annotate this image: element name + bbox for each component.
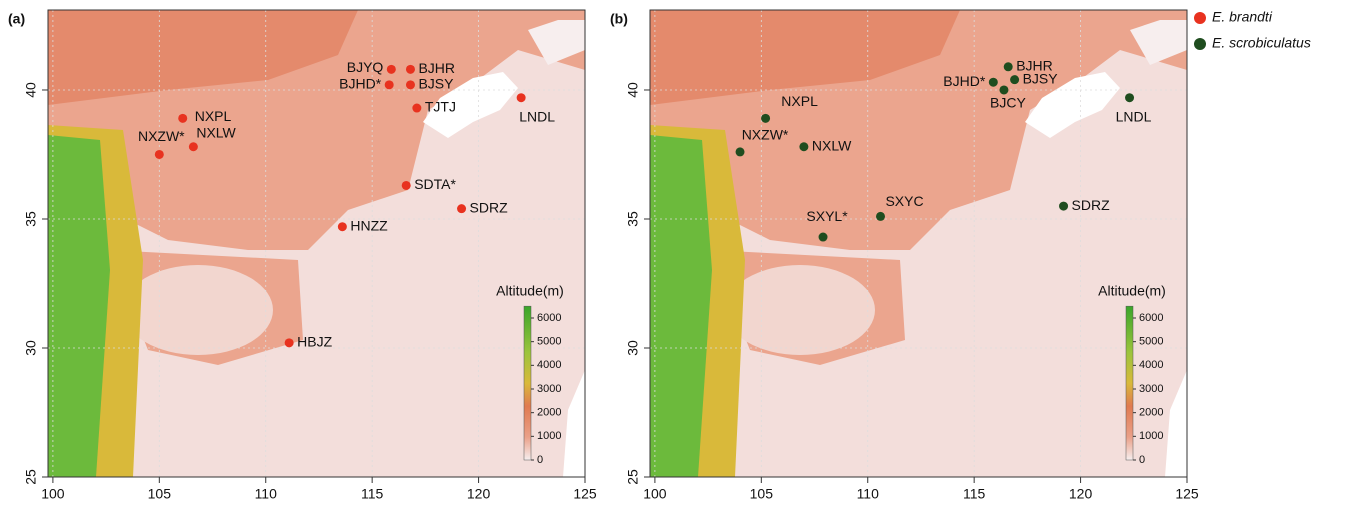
colorbar-tick-label: 2000 — [537, 407, 561, 419]
colorbar-tick-label: 6000 — [1139, 312, 1163, 324]
site-marker — [285, 338, 294, 347]
site-label: BJSY — [1023, 70, 1059, 86]
y-tick-label: 30 — [23, 340, 39, 356]
map-panel — [48, 10, 585, 477]
x-tick-label: 105 — [148, 486, 172, 502]
colorbar — [524, 306, 531, 460]
y-tick-label: 40 — [625, 82, 641, 98]
site-label: NXZW* — [742, 127, 789, 143]
site-label: SDTA* — [414, 176, 456, 192]
site-label: TJTJ — [425, 99, 456, 115]
x-tick-label: 100 — [643, 486, 667, 502]
site-marker — [1125, 93, 1134, 102]
x-tick-label: 110 — [255, 486, 278, 502]
site-marker — [819, 233, 828, 242]
site-label: SXYC — [885, 193, 923, 209]
legend-label: E. scrobiculatus — [1212, 35, 1311, 51]
site-marker — [155, 150, 164, 159]
terrain — [48, 10, 585, 477]
site-marker — [178, 114, 187, 123]
site-label: SXYL* — [806, 208, 848, 224]
colorbar — [1126, 306, 1133, 460]
y-tick-label: 30 — [625, 340, 641, 356]
site-label: BJHR — [418, 60, 455, 76]
x-tick-label: 115 — [361, 486, 384, 502]
y-tick-label: 25 — [625, 469, 641, 485]
terrain — [650, 10, 1187, 477]
x-tick-label: 105 — [750, 486, 774, 502]
x-tick-label: 120 — [1069, 486, 1093, 502]
site-label: SDRZ — [1072, 197, 1111, 213]
x-tick-label: 120 — [467, 486, 491, 502]
y-tick-label: 25 — [23, 469, 39, 485]
panel-label: (b) — [610, 11, 628, 27]
site-marker — [406, 65, 415, 74]
colorbar-tick-label: 5000 — [1139, 336, 1163, 348]
site-label: BJCY — [990, 95, 1026, 111]
site-label: NXPL — [195, 108, 232, 124]
site-marker — [989, 78, 998, 87]
site-marker — [999, 85, 1008, 94]
colorbar-tick-label: 1000 — [1139, 430, 1163, 442]
y-tick-label: 35 — [23, 211, 39, 227]
site-label: BJYQ — [347, 59, 384, 75]
site-marker — [402, 181, 411, 190]
site-marker — [189, 142, 198, 151]
x-tick-label: 125 — [573, 486, 597, 502]
site-marker — [387, 65, 396, 74]
site-marker — [799, 142, 808, 151]
site-label: LNDL — [519, 108, 555, 124]
panel-label: (a) — [8, 11, 25, 27]
colorbar-tick-label: 3000 — [537, 383, 561, 395]
site-label: BJSY — [418, 76, 454, 92]
site-label: NXPL — [781, 93, 818, 109]
colorbar-tick-label: 0 — [1139, 454, 1145, 466]
colorbar-tick-label: 1000 — [537, 430, 561, 442]
site-marker — [385, 80, 394, 89]
site-label: NXLW — [196, 124, 236, 140]
site-marker — [1059, 202, 1068, 211]
map-panel — [650, 10, 1187, 477]
colorbar-tick-label: 2000 — [1139, 407, 1163, 419]
colorbar-tick-label: 4000 — [1139, 359, 1163, 371]
y-tick-label: 40 — [23, 82, 39, 98]
x-tick-label: 115 — [963, 486, 986, 502]
site-marker — [338, 222, 347, 231]
colorbar-tick-label: 5000 — [537, 336, 561, 348]
colorbar-tick-label: 3000 — [1139, 383, 1163, 395]
x-tick-label: 100 — [41, 486, 65, 502]
legend-marker — [1194, 38, 1206, 50]
site-marker — [876, 212, 885, 221]
site-marker — [761, 114, 770, 123]
legend-marker — [1194, 12, 1206, 24]
y-tick-label: 35 — [625, 211, 641, 227]
colorbar-title: Altitude(m) — [496, 283, 564, 299]
site-label: NXLW — [812, 137, 852, 153]
site-marker — [1004, 62, 1013, 71]
site-label: SDRZ — [470, 199, 509, 215]
site-label: HBJZ — [297, 334, 332, 350]
colorbar-tick-label: 6000 — [537, 312, 561, 324]
site-marker — [517, 93, 526, 102]
colorbar-tick-label: 0 — [537, 454, 543, 466]
x-tick-label: 110 — [857, 486, 880, 502]
site-marker — [1010, 75, 1019, 84]
site-marker — [457, 204, 466, 213]
site-label: LNDL — [1116, 108, 1152, 124]
site-marker — [406, 80, 415, 89]
colorbar-title: Altitude(m) — [1098, 283, 1166, 299]
site-label: BJHD* — [943, 73, 986, 89]
site-marker — [412, 104, 421, 113]
figure: (a) 100 105 110 115 120 125 25 30 35 40 Altitude(m)… — [0, 0, 1354, 519]
site-marker — [736, 147, 745, 156]
site-label: NXZW* — [138, 128, 185, 144]
site-label: BJHD* — [339, 76, 382, 92]
site-label: HNZZ — [350, 217, 388, 233]
legend-label: E. brandti — [1212, 9, 1273, 25]
colorbar-tick-label: 4000 — [537, 359, 561, 371]
x-tick-label: 125 — [1175, 486, 1199, 502]
